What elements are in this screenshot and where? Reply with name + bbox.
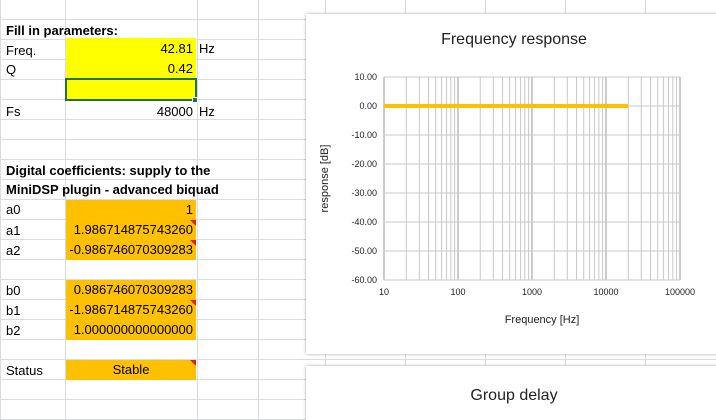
x-tick-label: 10 — [379, 287, 389, 297]
comment-marker — [190, 220, 196, 226]
a2-label: a2 — [6, 243, 21, 258]
fs-unit: Hz — [199, 104, 215, 119]
status-label: Status — [6, 363, 43, 378]
comment-marker — [190, 240, 196, 246]
y-tick-label: -60.00 — [351, 275, 377, 285]
grid-column-line — [258, 0, 259, 420]
grid-column-line — [197, 0, 198, 420]
freq-label: Freq. — [6, 43, 37, 58]
active-cell-selection[interactable] — [65, 78, 197, 101]
b2-label: b2 — [6, 323, 21, 338]
x-tick-label: 100000 — [665, 287, 695, 297]
grid-column-line — [65, 0, 66, 420]
b0-label: b0 — [6, 283, 21, 298]
b2-value[interactable]: 1.000000000000000 — [66, 320, 196, 340]
y-tick-label: -30.00 — [351, 188, 377, 198]
chart-title: Group delay — [470, 387, 558, 404]
x-tick-label: 1000 — [522, 287, 542, 297]
chart-title: Frequency response — [441, 31, 587, 48]
status-value[interactable]: Stable — [66, 360, 196, 380]
x-axis-label: Frequency [Hz] — [505, 314, 580, 326]
y-tick-label: -40.00 — [351, 217, 377, 227]
frequency-response-chart[interactable]: Frequency response 10.00 0.00 -10.00 -20.00… — [306, 14, 716, 354]
q-label: Q — [6, 62, 17, 77]
grid-row-line — [0, 359, 716, 360]
comment-marker — [190, 300, 196, 306]
y-axis-label: response [dB] — [319, 145, 331, 213]
b1-label: b1 — [6, 303, 21, 318]
coefficients-heading-line2: MiniDSP plugin - advanced biquad — [6, 182, 219, 197]
fs-label: Fs — [6, 104, 21, 119]
a1-label: a1 — [6, 223, 21, 238]
y-tick-label: -50.00 — [351, 246, 377, 256]
parameters-heading: Fill in parameters: — [6, 23, 118, 38]
empty-input-cell[interactable] — [66, 79, 196, 100]
a0-value[interactable]: 1 — [66, 200, 196, 220]
a0-label: a0 — [6, 202, 21, 217]
x-tick-label: 100 — [450, 287, 465, 297]
q-input[interactable]: 0.42 — [66, 59, 196, 79]
grid-column-line — [0, 0, 1, 420]
y-tick-label: -10.00 — [351, 130, 377, 140]
y-tick-label: 0.00 — [359, 101, 377, 111]
freq-unit: Hz — [199, 41, 215, 56]
a2-value[interactable]: -0.986746070309283 — [66, 240, 196, 260]
x-tick-label: 10000 — [593, 287, 618, 297]
coefficients-heading-line1: Digital coefficients: supply to the — [6, 163, 211, 178]
b0-value[interactable]: 0.986746070309283 — [66, 280, 196, 300]
freq-input[interactable]: 42.81 — [66, 38, 196, 59]
y-tick-label: -20.00 — [351, 159, 377, 169]
comment-marker — [190, 360, 196, 366]
b1-value[interactable]: -1.986714875743260 — [66, 300, 196, 320]
fs-value[interactable]: 48000 — [156, 104, 193, 119]
a1-value[interactable]: 1.986714875743260 — [66, 220, 196, 240]
group-delay-chart[interactable]: Group delay — [306, 366, 716, 420]
y-tick-label: 10.00 — [354, 72, 377, 82]
fill-handle[interactable] — [192, 97, 198, 103]
frequency-response-plot: 10.00 0.00 -10.00 -20.00 -30.00 -40.00 -50.00 -… — [319, 72, 695, 326]
